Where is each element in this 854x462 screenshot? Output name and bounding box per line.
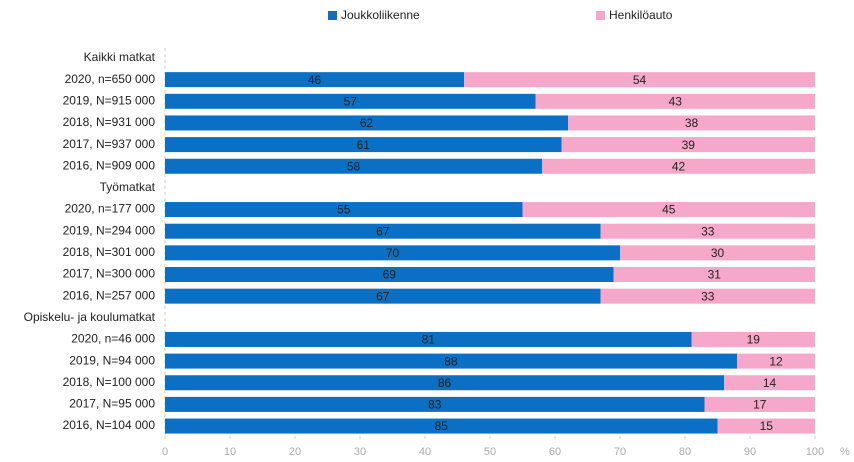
- value-label: 69: [383, 268, 397, 282]
- bar-segment: [165, 288, 601, 304]
- value-label: 85: [435, 419, 449, 433]
- bar-segment: [165, 396, 705, 412]
- value-label: 19: [747, 333, 761, 347]
- bar-segment: [165, 375, 724, 391]
- value-label: 45: [662, 203, 676, 217]
- value-label: 70: [386, 246, 400, 260]
- bar-segment: [165, 158, 542, 174]
- bar-segment: [568, 115, 815, 131]
- category-label: 2020, n=650 000: [65, 72, 156, 86]
- bar-segment: [600, 223, 815, 239]
- x-tick-label: 40: [419, 446, 431, 458]
- legend-swatch: [328, 11, 337, 20]
- category-label: Kaikki matkat: [84, 50, 156, 64]
- value-label: 33: [701, 289, 715, 303]
- bar-segment: [464, 72, 815, 88]
- bar-segment: [717, 418, 815, 434]
- category-label: 2020, n=177 000: [65, 202, 156, 216]
- value-label: 55: [337, 203, 351, 217]
- category-label: 2016, N=104 000: [63, 418, 156, 432]
- value-label: 83: [428, 398, 442, 412]
- value-label: 54: [633, 73, 647, 87]
- bar-segment: [165, 202, 523, 218]
- bar-segment: [165, 72, 464, 88]
- value-label: 12: [769, 354, 783, 368]
- category-label: 2018, N=100 000: [63, 375, 156, 389]
- bar-segment: [620, 245, 815, 261]
- x-tick-label: 60: [549, 446, 561, 458]
- category-label: 2016, N=257 000: [63, 288, 156, 302]
- category-label: 2019, N=94 000: [69, 353, 155, 367]
- category-label: Opiskelu- ja koulumatkat: [24, 310, 156, 324]
- value-label: 39: [682, 138, 696, 152]
- bar-segment: [165, 331, 692, 347]
- value-label: 15: [760, 419, 774, 433]
- bar-segment: [600, 288, 815, 304]
- value-label: 88: [444, 354, 458, 368]
- bar-segment: [535, 93, 815, 109]
- bar-segment: [542, 158, 815, 174]
- value-label: 42: [672, 159, 686, 173]
- x-tick-label: 20: [289, 446, 301, 458]
- x-tick-label: 50: [484, 446, 496, 458]
- x-tick-label: 0: [162, 446, 168, 458]
- value-label: 62: [360, 116, 374, 130]
- x-tick-label: 100: [806, 446, 824, 458]
- bar-segment: [724, 375, 815, 391]
- category-label: 2019, N=294 000: [63, 223, 156, 237]
- x-tick-label: 90: [744, 446, 756, 458]
- value-label: 86: [438, 376, 452, 390]
- bar-segment: [613, 267, 815, 282]
- x-axis-label: %: [840, 446, 850, 458]
- bar-segment: [165, 245, 620, 261]
- value-label: 58: [347, 159, 361, 173]
- category-label: 2017, N=937 000: [63, 137, 156, 151]
- value-label: 57: [344, 94, 358, 108]
- value-label: 17: [753, 398, 767, 412]
- bar-segment: [522, 202, 815, 218]
- x-tick-label: 10: [224, 446, 236, 458]
- x-tick-label: 70: [614, 446, 626, 458]
- value-label: 38: [685, 116, 699, 130]
- value-label: 30: [711, 246, 725, 260]
- bar-segment: [561, 137, 815, 153]
- value-label: 43: [669, 94, 683, 108]
- x-tick-label: 30: [354, 446, 366, 458]
- bar-segment: [165, 115, 568, 131]
- bar-segment: [165, 267, 614, 282]
- value-label: 67: [376, 289, 390, 303]
- bar-segment: [165, 353, 737, 369]
- category-label: 2020, n=46 000: [71, 332, 155, 346]
- bar-segment: [165, 418, 718, 434]
- bar-segment: [737, 353, 815, 369]
- category-label: 2018, N=931 000: [63, 115, 156, 129]
- value-label: 61: [357, 138, 371, 152]
- value-label: 31: [708, 268, 722, 282]
- category-label: 2019, N=915 000: [63, 93, 156, 107]
- x-tick-label: 80: [679, 446, 691, 458]
- bar-segment: [165, 137, 562, 153]
- legend-label: Joukkoliikenne: [341, 8, 420, 22]
- category-label: 2016, N=909 000: [63, 158, 156, 172]
- value-label: 67: [376, 224, 390, 238]
- value-label: 46: [308, 73, 322, 87]
- bar-segment: [165, 223, 601, 239]
- category-label: 2018, N=301 000: [63, 245, 156, 259]
- bar-segment: [704, 396, 815, 412]
- legend-label: Henkilöauto: [609, 8, 673, 22]
- legend-swatch: [596, 11, 605, 20]
- category-label: Työmatkat: [100, 180, 156, 194]
- value-label: 14: [763, 376, 777, 390]
- value-label: 33: [701, 224, 715, 238]
- value-label: 81: [422, 333, 436, 347]
- bar-segment: [691, 331, 815, 347]
- category-label: 2017, N=95 000: [69, 397, 155, 411]
- category-label: 2017, N=300 000: [63, 267, 156, 281]
- bar-segment: [165, 93, 536, 109]
